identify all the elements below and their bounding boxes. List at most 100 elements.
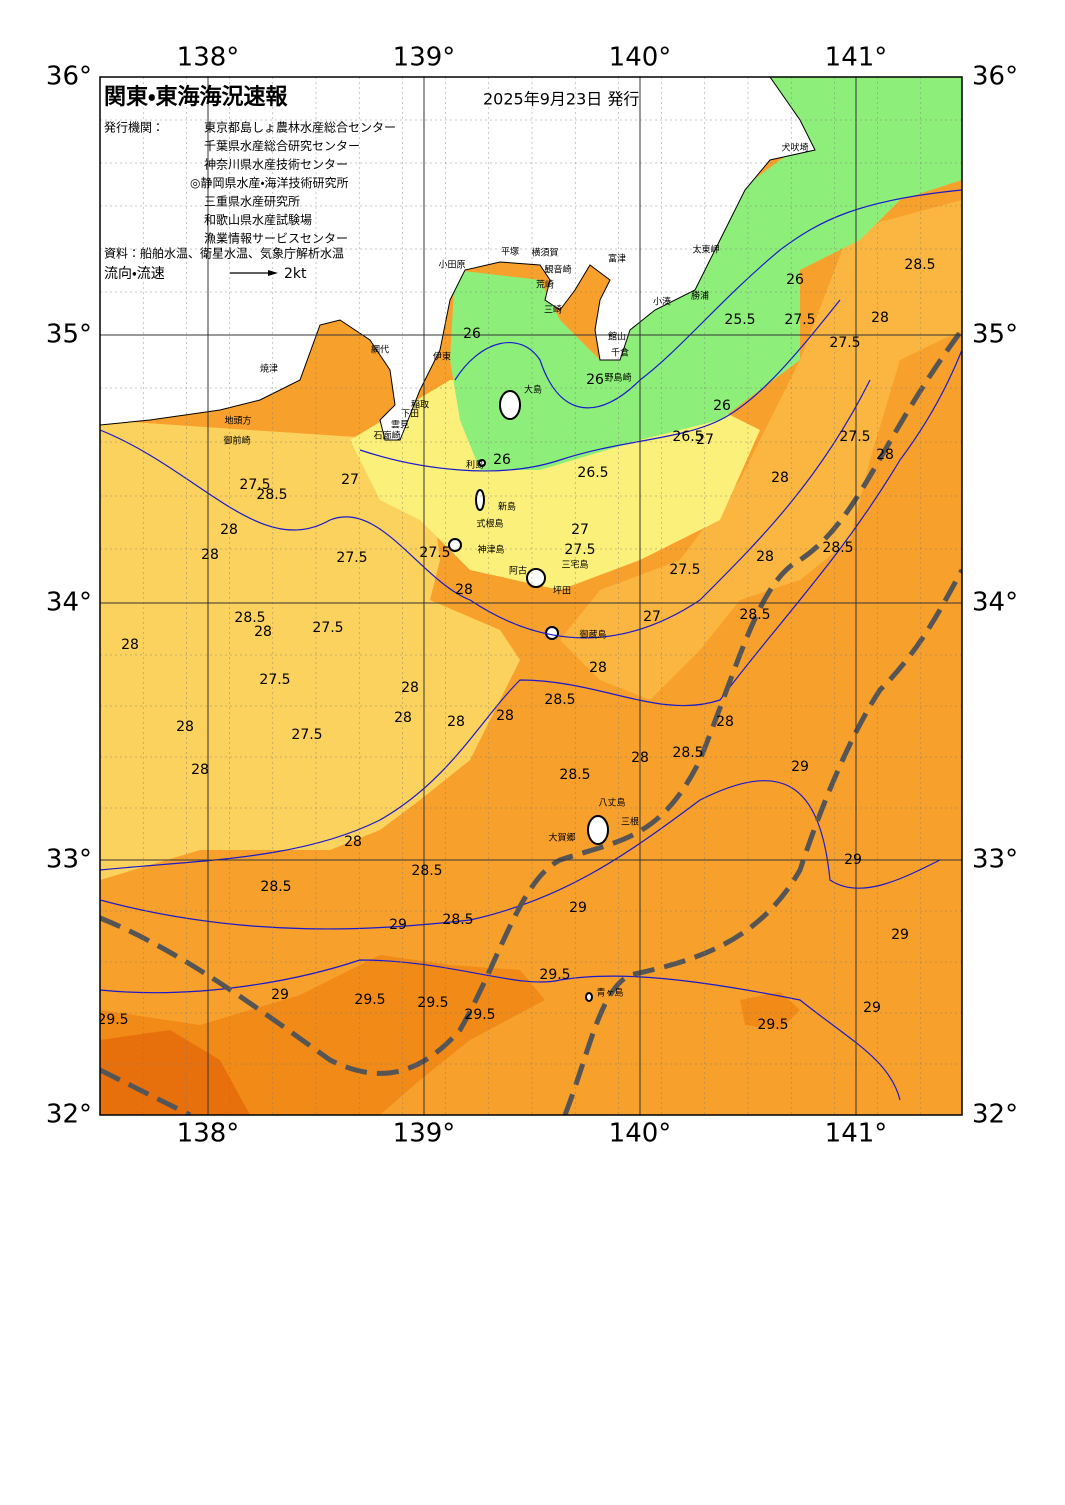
isotherm-label: 29 <box>863 1000 881 1016</box>
isotherm-label: 27.5 <box>829 335 860 351</box>
isotherm-label: 28.5 <box>904 257 935 273</box>
axis-labels: 138° 138° 139° 139° 140° 140° 141° 141° 36° 36° 35… <box>46 43 1018 1149</box>
place-name: 小湊 <box>653 296 671 308</box>
place-name: 阿古 <box>509 565 527 577</box>
isotherm-label: 28.5 <box>822 540 853 556</box>
publisher: 千葉県水産総合研究センター <box>204 138 360 153</box>
lat-label: 36° <box>972 62 1018 92</box>
lon-label: 141° <box>825 1119 888 1149</box>
island <box>475 489 485 511</box>
place-name: 稲取 <box>411 399 429 411</box>
isotherm-label: 26.5 <box>577 465 608 481</box>
isotherm-label: 27.5 <box>839 429 870 445</box>
place-name: 利島 <box>466 459 484 471</box>
isotherm-label: 27 <box>571 522 589 538</box>
isotherm-line <box>454 189 962 409</box>
place-name: 三崎 <box>544 304 562 316</box>
sea-30 <box>100 1030 250 1115</box>
lon-label: 139° <box>393 1119 456 1149</box>
place-name: 三宅島 <box>561 559 588 571</box>
sea-26 <box>450 77 962 470</box>
isotherm-label: 28 <box>220 522 238 538</box>
publisher: 和歌山県水産試験場 <box>204 212 312 227</box>
isotherm-line <box>359 299 841 472</box>
place-name: 野島崎 <box>604 372 631 384</box>
isotherm-label: 26 <box>713 398 731 414</box>
place-name: 御蔵島 <box>579 629 606 641</box>
lon-label: 138° <box>177 43 240 73</box>
place-name: 富津 <box>608 253 626 265</box>
island <box>526 568 546 588</box>
isotherm-label: 28 <box>394 710 412 726</box>
island <box>478 459 486 467</box>
lat-label: 35° <box>972 320 1018 350</box>
publisher: 三重県水産研究所 <box>204 195 300 209</box>
flow-arrow-head <box>268 270 278 276</box>
isotherm-label: 29 <box>271 987 289 1003</box>
flow-scale: 2kt <box>284 266 307 282</box>
place-name: 八丈島 <box>598 797 625 809</box>
lat-label: 34° <box>46 588 92 618</box>
lon-label: 139° <box>393 43 456 73</box>
title: 関東・東海海況速報 <box>104 84 288 110</box>
isotherm-label: 29 <box>569 900 587 916</box>
isotherm-label: 27 <box>643 609 661 625</box>
isotherm-label: 27.5 <box>784 312 815 328</box>
isotherm-label: 29 <box>389 917 407 933</box>
isotherm-label: 27.5 <box>291 727 322 743</box>
isotherm-label: 28.5 <box>260 879 291 895</box>
graticule <box>100 77 962 1115</box>
lon-label: 138° <box>177 1119 240 1149</box>
isotherm-label: 27.5 <box>419 545 450 561</box>
isotherm-label: 28 <box>176 719 194 735</box>
isotherm-label: 27.5 <box>564 542 595 558</box>
lat-label: 36° <box>46 62 92 92</box>
isotherm-label: 29 <box>791 759 809 775</box>
isotherm-line <box>100 349 962 871</box>
place-name: 青ヶ島 <box>596 987 623 999</box>
lat-label: 35° <box>46 320 92 350</box>
place-name: 焼津 <box>260 364 278 375</box>
lat-label: 33° <box>972 845 1018 875</box>
isotherm-line <box>100 959 901 1101</box>
isotherms <box>100 189 962 1101</box>
place-name: 雲見 <box>391 420 409 431</box>
lon-label: 141° <box>825 43 888 73</box>
isotherm-label: 28.5 <box>544 692 575 708</box>
lon-label: 140° <box>609 1119 672 1149</box>
place-name: 勝浦 <box>691 290 709 302</box>
land <box>100 77 816 441</box>
isotherm-label: 29.5 <box>757 1017 788 1033</box>
isotherm-label: 25.5 <box>724 312 755 328</box>
publishers: 東京都島しょ農林水産総合センター千葉県水産総合研究センター神奈川県水産技術センタ… <box>190 120 396 246</box>
place-name: 平塚 <box>501 247 519 258</box>
publisher: 東京都島しょ農林水産総合センター <box>204 120 396 135</box>
isotherm-label: 27.5 <box>336 550 367 566</box>
sea-29-5 <box>740 992 800 1030</box>
isotherm-label: 26 <box>586 372 604 388</box>
place-name: 太東岬 <box>692 244 719 256</box>
isotherm-label: 28 <box>589 660 607 676</box>
lat-label: 34° <box>972 588 1018 618</box>
isotherm-label: 28 <box>871 310 889 326</box>
isotherm-label: 28.5 <box>442 912 473 928</box>
isotherm-label: 29 <box>844 852 862 868</box>
isotherm-label: 28.5 <box>739 607 770 623</box>
place-name: 神津島 <box>477 544 504 556</box>
isotherm-label: 29.5 <box>417 995 448 1011</box>
isotherm-line <box>100 379 871 639</box>
isotherm-label: 28 <box>121 637 139 653</box>
isotherm-label: 27.5 <box>669 562 700 578</box>
isotherm-label: 28 <box>771 470 789 486</box>
sea-28 <box>560 200 962 700</box>
isotherm-label: 28.5 <box>559 767 590 783</box>
isotherm-label: 26 <box>786 272 804 288</box>
place-name: 網代 <box>371 344 389 356</box>
isotherm-label: 28 <box>191 762 209 778</box>
isotherm-label: 27 <box>696 432 714 448</box>
isotherm-label: 28 <box>631 750 649 766</box>
place-name: 観音崎 <box>544 264 571 276</box>
publisher: 神奈川県水産技術センター <box>204 157 348 172</box>
